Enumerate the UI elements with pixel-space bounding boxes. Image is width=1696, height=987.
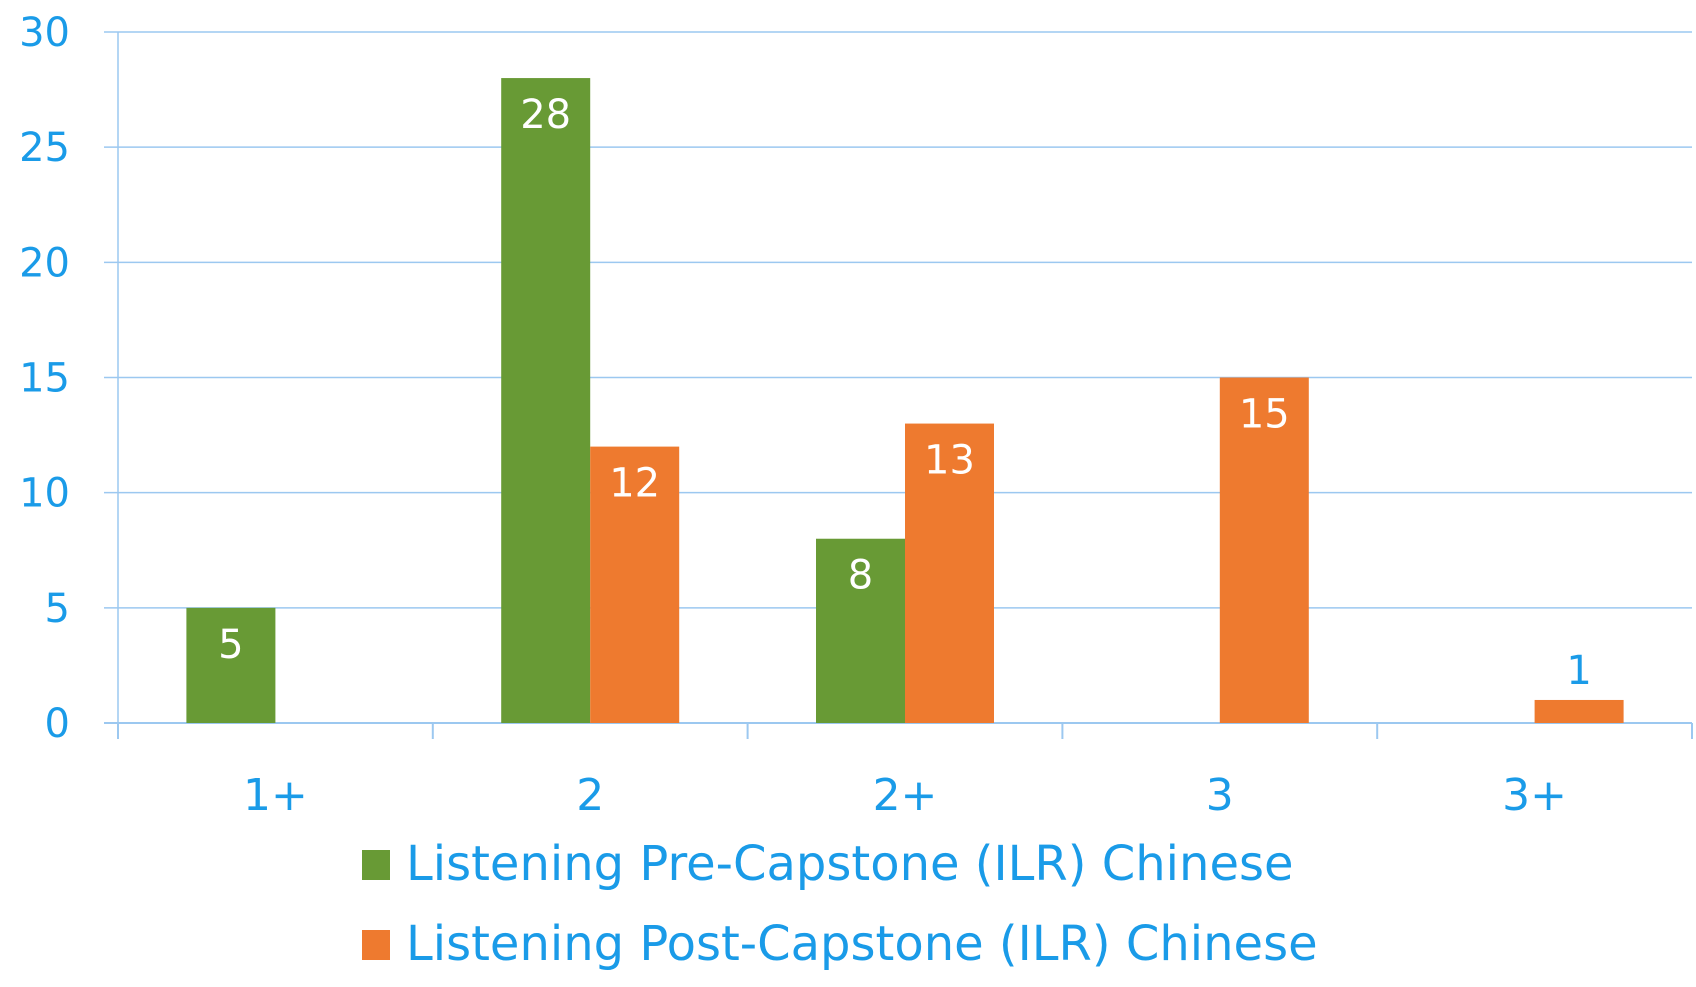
y-tick-label: 25 — [19, 125, 70, 171]
gridlines — [104, 31, 1692, 724]
bar-pre-1+ — [186, 607, 276, 723]
x-tick-label: 3+ — [1502, 770, 1567, 821]
bars — [186, 78, 1624, 724]
bar-post-2 — [590, 446, 680, 723]
data-label: 8 — [848, 553, 873, 599]
data-labels: 5 28 8 12 13 15 1 — [218, 92, 1592, 694]
x-tick-label: 1+ — [243, 770, 308, 821]
x-tick-label: 3 — [1206, 770, 1234, 821]
y-tick-label: 5 — [45, 586, 70, 632]
y-tick-label: 0 — [45, 701, 70, 747]
y-tick-label: 30 — [19, 10, 70, 56]
y-axis-ticks: 0 5 10 15 20 25 30 — [19, 10, 70, 747]
bar-pre-2 — [501, 78, 591, 724]
data-label: 12 — [609, 461, 660, 507]
legend: Listening Pre-Capstone (ILR) Chinese List… — [362, 836, 1318, 972]
y-tick-label: 10 — [19, 471, 70, 517]
x-tick-label: 2+ — [873, 770, 938, 821]
data-label: 28 — [520, 92, 571, 138]
legend-label: Listening Pre-Capstone (ILR) Chinese — [406, 836, 1294, 892]
data-label: 15 — [1239, 392, 1290, 438]
y-tick-label: 20 — [19, 240, 70, 286]
y-tick-label: 15 — [19, 356, 70, 402]
bar-post-3 — [1219, 377, 1309, 723]
legend-swatch — [362, 850, 390, 880]
x-tick-label: 2 — [576, 770, 604, 821]
bar-pre-2+ — [816, 538, 905, 723]
data-label: 13 — [924, 438, 975, 484]
legend-label: Listening Post-Capstone (ILR) Chinese — [406, 916, 1318, 972]
data-label: 1 — [1566, 648, 1591, 694]
data-label: 5 — [218, 622, 243, 668]
legend-swatch — [362, 930, 390, 960]
bar-post-2+ — [905, 423, 994, 723]
x-axis: 1+ 2 2+ 3 3+ — [117, 723, 1693, 821]
bar-post-3+ — [1534, 699, 1624, 723]
